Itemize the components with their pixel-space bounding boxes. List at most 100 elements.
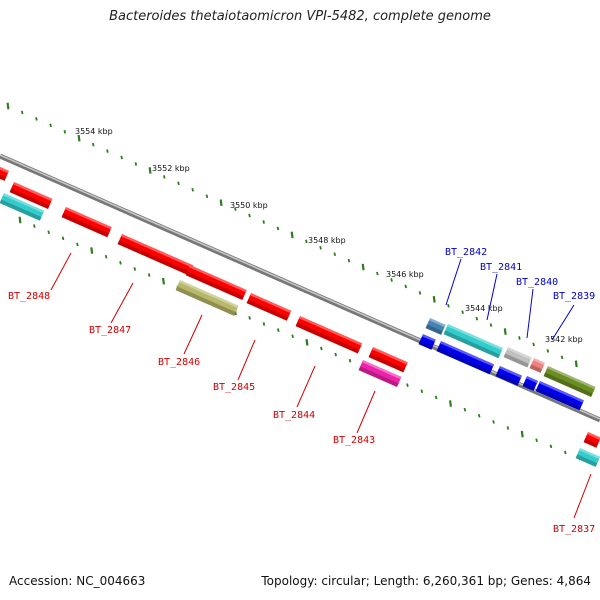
minor-tick bbox=[191, 187, 194, 192]
minor-tick bbox=[119, 261, 122, 265]
scale-label-3550: 3550 kbp bbox=[230, 201, 268, 210]
forward-leader-lines bbox=[445, 258, 575, 341]
minor-tick bbox=[489, 323, 493, 327]
scale-label-3546: 3546 kbp bbox=[386, 270, 424, 279]
minor-tick bbox=[406, 383, 409, 387]
gene-bt2840b[interactable] bbox=[503, 347, 532, 368]
minor-tick bbox=[248, 213, 251, 218]
minor-tick bbox=[262, 220, 265, 224]
gene-bt2837[interactable] bbox=[575, 448, 600, 467]
minor-tick bbox=[447, 303, 450, 308]
gene-bt2846[interactable] bbox=[175, 280, 239, 316]
scale-label-3554: 3554 kbp bbox=[75, 127, 113, 136]
minor-tick bbox=[420, 389, 424, 394]
major-tick bbox=[219, 199, 223, 207]
gene-blue-3[interactable] bbox=[495, 366, 522, 386]
gene-bt2848a[interactable] bbox=[9, 182, 53, 209]
gene-bt2844[interactable] bbox=[295, 316, 363, 354]
gene-bt2842[interactable] bbox=[425, 318, 446, 335]
scale-label-3548: 3548 kbp bbox=[308, 236, 346, 245]
minor-tick bbox=[47, 230, 50, 235]
minor-tick bbox=[320, 346, 323, 351]
gene-label-bt2846[interactable]: BT_2846 bbox=[158, 357, 200, 368]
gene-label-bt2839[interactable]: BT_2839 bbox=[553, 291, 595, 302]
scale-label-3542: 3542 kbp bbox=[545, 335, 583, 344]
minor-tick bbox=[134, 162, 138, 166]
major-tick bbox=[148, 167, 152, 174]
gene-bt2845[interactable] bbox=[246, 293, 292, 321]
gene-blue-5[interactable] bbox=[535, 381, 584, 411]
gene-label-bt2847[interactable]: BT_2847 bbox=[89, 325, 131, 336]
minor-tick bbox=[390, 278, 393, 282]
gene-bt2849[interactable] bbox=[0, 166, 9, 181]
gene-label-bt2842[interactable]: BT_2842 bbox=[445, 247, 487, 258]
minor-tick bbox=[347, 258, 351, 263]
gene-bt2847[interactable] bbox=[117, 234, 194, 276]
major-tick bbox=[162, 277, 165, 285]
major-tick bbox=[90, 247, 94, 254]
minor-tick bbox=[418, 291, 422, 295]
gene-label-bt2844[interactable]: BT_2844 bbox=[273, 410, 315, 421]
gene-bt2841[interactable] bbox=[443, 324, 503, 359]
minor-tick bbox=[35, 117, 38, 121]
gene-label-bt2841[interactable]: BT_2841 bbox=[480, 262, 522, 273]
gene-blue-4[interactable] bbox=[522, 376, 538, 391]
minor-tick bbox=[63, 129, 67, 134]
minor-tick bbox=[560, 355, 564, 360]
minor-tick bbox=[76, 242, 79, 247]
minor-tick bbox=[120, 155, 123, 160]
minor-tick bbox=[61, 236, 65, 241]
major-tick bbox=[503, 328, 507, 335]
gene-label-bt2843[interactable]: BT_2843 bbox=[333, 435, 375, 446]
minor-tick bbox=[333, 252, 337, 257]
gene-cyan-left[interactable] bbox=[0, 193, 45, 221]
minor-tick bbox=[205, 194, 209, 199]
minor-tick bbox=[404, 284, 408, 289]
minor-tick bbox=[518, 336, 521, 340]
major-tick bbox=[361, 263, 365, 271]
minor-tick bbox=[234, 207, 237, 211]
scale-label-3552: 3552 kbp bbox=[152, 164, 190, 173]
major-tick bbox=[574, 360, 578, 368]
minor-tick bbox=[106, 149, 109, 153]
minor-tick bbox=[305, 239, 308, 244]
gene-blue-2[interactable] bbox=[436, 341, 495, 375]
minor-tick bbox=[248, 316, 251, 320]
gene-bt2838[interactable] bbox=[583, 432, 600, 448]
gene-bt2846b[interactable] bbox=[185, 265, 247, 301]
gene-bt2843[interactable] bbox=[358, 360, 402, 387]
minor-tick bbox=[532, 342, 535, 347]
minor-tick bbox=[546, 349, 550, 353]
minor-tick bbox=[49, 123, 52, 128]
gene-blue-1[interactable] bbox=[418, 334, 436, 350]
gene-bt2848[interactable] bbox=[61, 207, 112, 238]
minor-tick bbox=[348, 358, 352, 363]
minor-tick bbox=[276, 226, 280, 231]
major-tick bbox=[449, 400, 453, 407]
outer-scale-ticks bbox=[6, 102, 578, 368]
gene-bt2843b[interactable] bbox=[368, 347, 408, 373]
scale-label-3544: 3544 kbp bbox=[465, 304, 503, 313]
major-tick bbox=[18, 216, 22, 224]
minor-tick bbox=[319, 245, 322, 250]
gene-features bbox=[0, 166, 600, 467]
gene-label-bt2845[interactable]: BT_2845 bbox=[213, 382, 255, 393]
minor-tick bbox=[506, 426, 510, 430]
gene-label-bt2840[interactable]: BT_2840 bbox=[516, 277, 558, 288]
minor-tick bbox=[477, 413, 481, 418]
gene-bt2839[interactable] bbox=[543, 366, 596, 398]
minor-tick bbox=[376, 271, 379, 276]
gene-label-bt2837[interactable]: BT_2837 bbox=[553, 524, 595, 535]
minor-tick bbox=[163, 175, 166, 179]
major-tick bbox=[77, 134, 81, 142]
major-tick bbox=[305, 339, 309, 346]
minor-tick bbox=[461, 310, 464, 315]
gene-bt2840[interactable] bbox=[529, 358, 545, 373]
minor-tick bbox=[104, 254, 108, 259]
minor-tick bbox=[434, 395, 438, 400]
inner-scale-ticks bbox=[18, 216, 581, 461]
minor-tick bbox=[177, 181, 180, 186]
minor-tick bbox=[549, 444, 553, 449]
gene-label-bt2848[interactable]: BT_2848 bbox=[8, 291, 50, 302]
reverse-leader-lines bbox=[50, 252, 592, 519]
